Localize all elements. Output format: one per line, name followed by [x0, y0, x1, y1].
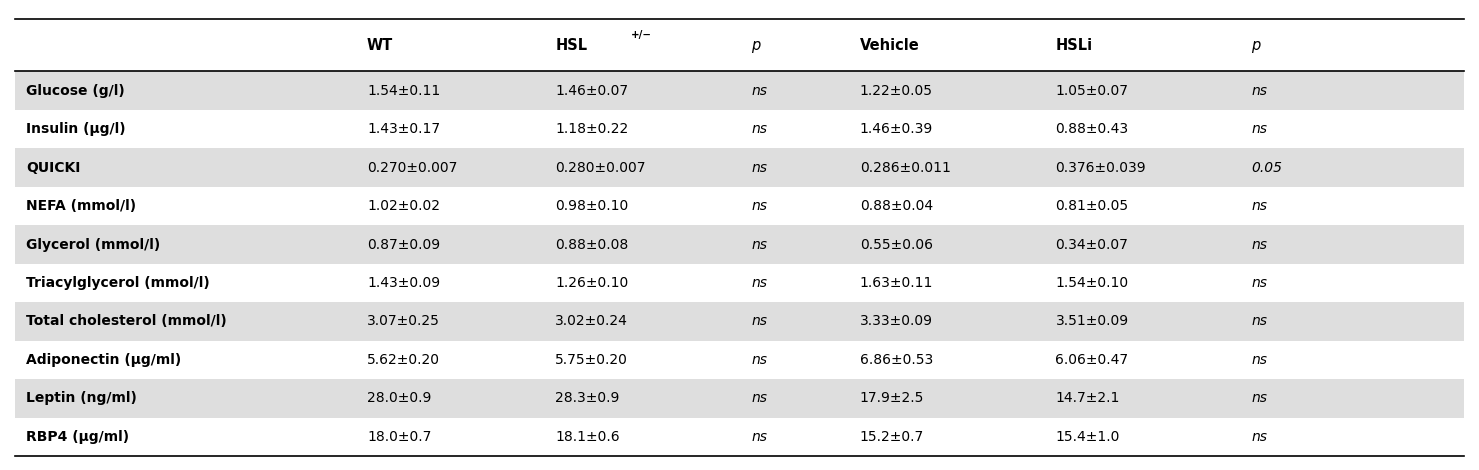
Text: 18.1±0.6: 18.1±0.6: [556, 430, 620, 444]
Text: ns: ns: [1251, 122, 1268, 136]
Text: HSLi: HSLi: [1056, 38, 1093, 53]
Text: ns: ns: [751, 237, 768, 251]
Text: Glucose (g/l): Glucose (g/l): [27, 84, 126, 98]
Bar: [15, 225, 1464, 264]
Text: 3.02±0.24: 3.02±0.24: [556, 314, 629, 329]
Text: 6.06±0.47: 6.06±0.47: [1056, 353, 1128, 367]
Text: 28.0±0.9: 28.0±0.9: [367, 392, 432, 406]
Text: QUICKI: QUICKI: [27, 161, 81, 175]
Text: 15.2±0.7: 15.2±0.7: [859, 430, 924, 444]
Text: Adiponectin (µg/ml): Adiponectin (µg/ml): [27, 353, 182, 367]
Text: Insulin (µg/l): Insulin (µg/l): [27, 122, 126, 136]
Text: ns: ns: [751, 161, 768, 175]
Text: ns: ns: [1251, 276, 1268, 290]
Bar: [15, 302, 1464, 341]
Text: 3.51±0.09: 3.51±0.09: [1056, 314, 1128, 329]
Text: ns: ns: [1251, 237, 1268, 251]
Bar: [15, 149, 1464, 187]
Text: 1.26±0.10: 1.26±0.10: [556, 276, 629, 290]
Text: Triacylglycerol (mmol/l): Triacylglycerol (mmol/l): [27, 276, 210, 290]
Text: ns: ns: [1251, 84, 1268, 98]
Text: 1.43±0.09: 1.43±0.09: [367, 276, 441, 290]
Text: ns: ns: [751, 84, 768, 98]
Text: RBP4 (µg/ml): RBP4 (µg/ml): [27, 430, 130, 444]
Text: 1.46±0.07: 1.46±0.07: [556, 84, 629, 98]
Text: 1.02±0.02: 1.02±0.02: [367, 199, 439, 213]
Text: 1.05±0.07: 1.05±0.07: [1056, 84, 1128, 98]
Bar: [15, 71, 1464, 110]
Text: 0.34±0.07: 0.34±0.07: [1056, 237, 1128, 251]
Text: 0.88±0.08: 0.88±0.08: [556, 237, 629, 251]
Text: ns: ns: [751, 314, 768, 329]
Text: 0.376±0.039: 0.376±0.039: [1056, 161, 1146, 175]
Text: Total cholesterol (mmol/l): Total cholesterol (mmol/l): [27, 314, 228, 329]
Text: ns: ns: [751, 122, 768, 136]
Text: 1.18±0.22: 1.18±0.22: [556, 122, 629, 136]
Text: p: p: [751, 38, 760, 53]
Text: 0.87±0.09: 0.87±0.09: [367, 237, 441, 251]
Text: Leptin (ng/ml): Leptin (ng/ml): [27, 392, 138, 406]
Text: 0.88±0.43: 0.88±0.43: [1056, 122, 1128, 136]
Text: p: p: [1251, 38, 1260, 53]
Text: HSL: HSL: [556, 38, 587, 53]
Text: 0.270±0.007: 0.270±0.007: [367, 161, 457, 175]
Text: 1.63±0.11: 1.63±0.11: [859, 276, 933, 290]
Text: 14.7±2.1: 14.7±2.1: [1056, 392, 1120, 406]
Bar: [15, 379, 1464, 418]
Text: WT: WT: [367, 38, 393, 53]
Text: 1.54±0.10: 1.54±0.10: [1056, 276, 1128, 290]
Text: ns: ns: [751, 430, 768, 444]
Text: 3.33±0.09: 3.33±0.09: [859, 314, 933, 329]
Text: ns: ns: [751, 353, 768, 367]
Text: NEFA (mmol/l): NEFA (mmol/l): [27, 199, 136, 213]
Text: 6.86±0.53: 6.86±0.53: [859, 353, 933, 367]
Text: 15.4±1.0: 15.4±1.0: [1056, 430, 1120, 444]
Text: Glycerol (mmol/l): Glycerol (mmol/l): [27, 237, 161, 251]
Text: 5.62±0.20: 5.62±0.20: [367, 353, 439, 367]
Text: Vehicle: Vehicle: [859, 38, 920, 53]
Text: 1.54±0.11: 1.54±0.11: [367, 84, 441, 98]
Text: 3.07±0.25: 3.07±0.25: [367, 314, 439, 329]
Text: ns: ns: [1251, 199, 1268, 213]
Text: 5.75±0.20: 5.75±0.20: [556, 353, 629, 367]
Text: ns: ns: [1251, 353, 1268, 367]
Text: ns: ns: [1251, 430, 1268, 444]
Text: +/−: +/−: [630, 30, 652, 40]
Text: 0.98±0.10: 0.98±0.10: [556, 199, 629, 213]
Text: 1.22±0.05: 1.22±0.05: [859, 84, 933, 98]
Text: ns: ns: [751, 199, 768, 213]
Text: ns: ns: [1251, 314, 1268, 329]
Text: ns: ns: [751, 276, 768, 290]
Text: ns: ns: [1251, 392, 1268, 406]
Text: 17.9±2.5: 17.9±2.5: [859, 392, 924, 406]
Text: 28.3±0.9: 28.3±0.9: [556, 392, 620, 406]
Text: 1.46±0.39: 1.46±0.39: [859, 122, 933, 136]
Text: 18.0±0.7: 18.0±0.7: [367, 430, 432, 444]
Text: 0.286±0.011: 0.286±0.011: [859, 161, 951, 175]
Text: 0.55±0.06: 0.55±0.06: [859, 237, 933, 251]
Text: 0.05: 0.05: [1251, 161, 1282, 175]
Text: 0.280±0.007: 0.280±0.007: [556, 161, 646, 175]
Text: 0.88±0.04: 0.88±0.04: [859, 199, 933, 213]
Text: ns: ns: [751, 392, 768, 406]
Text: 1.43±0.17: 1.43±0.17: [367, 122, 441, 136]
Text: 0.81±0.05: 0.81±0.05: [1056, 199, 1128, 213]
